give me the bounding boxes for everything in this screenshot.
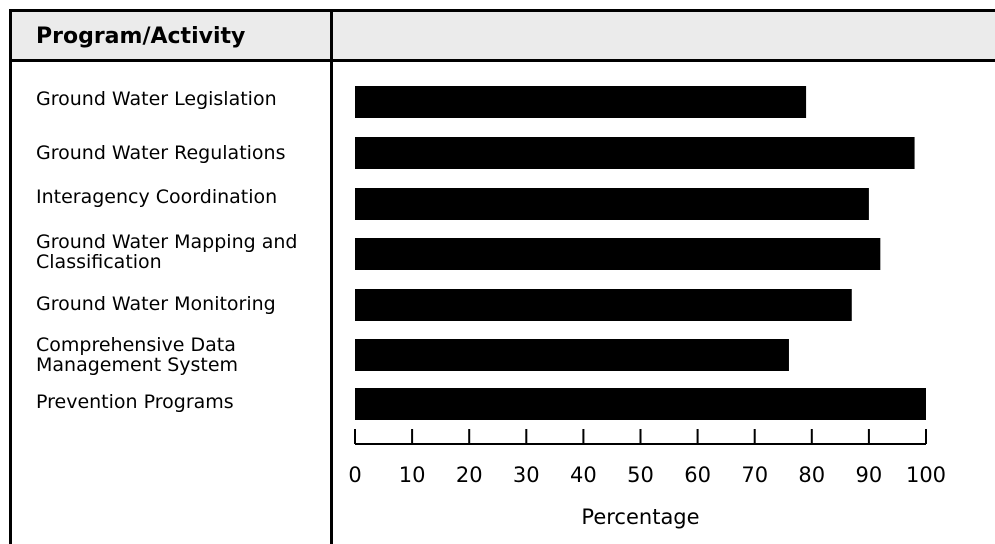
x-tick-label-30: 30 — [513, 463, 540, 487]
x-tick-label-40: 40 — [570, 463, 597, 487]
bar-1 — [355, 86, 807, 118]
category-label-3: Interagency Coordination — [36, 187, 326, 207]
category-label-line: Interagency Coordination — [36, 186, 278, 208]
x-tick-label-70: 70 — [741, 463, 768, 487]
x-tick-label-90: 90 — [856, 463, 883, 487]
column-header-program-activity: Program/Activity — [36, 24, 246, 49]
x-tick-label-60: 60 — [684, 463, 711, 487]
top-rule — [10, 9, 995, 12]
category-label-line: Ground Water Legislation — [36, 88, 277, 110]
category-label-line: Management System — [36, 354, 239, 376]
category-label-5: Ground Water Monitoring — [36, 294, 326, 314]
x-tick-label-0: 0 — [348, 463, 361, 487]
bar-7 — [355, 388, 926, 420]
category-label-line: Ground Water Monitoring — [36, 293, 276, 315]
left-rule — [9, 9, 12, 544]
category-label-line: Classification — [36, 251, 162, 273]
category-label-2: Ground Water Regulations — [36, 143, 326, 163]
category-label-line: Ground Water Mapping and — [36, 231, 298, 253]
category-label-line: Ground Water Regulations — [36, 142, 286, 164]
category-label-7: Prevention Programs — [36, 392, 326, 412]
x-tick-label-10: 10 — [399, 463, 426, 487]
column-divider — [330, 9, 333, 544]
x-axis-title: Percentage — [581, 505, 699, 529]
bar-4 — [355, 238, 881, 270]
x-tick-label-20: 20 — [456, 463, 483, 487]
category-label-6: Comprehensive Data Management System — [36, 335, 326, 375]
category-label-line: Comprehensive Data — [36, 334, 236, 356]
bar-3 — [355, 188, 869, 220]
category-label-1: Ground Water Legislation — [36, 89, 326, 109]
bar-5 — [355, 289, 852, 321]
table-header-row — [10, 12, 995, 60]
x-tick-label-50: 50 — [627, 463, 654, 487]
category-label-4: Ground Water Mapping and Classification — [36, 232, 326, 272]
x-tick-label-100: 100 — [906, 463, 946, 487]
x-tick-label-80: 80 — [798, 463, 825, 487]
bar-6 — [355, 339, 789, 371]
header-bottom-rule — [10, 59, 995, 62]
category-label-line: Prevention Programs — [36, 391, 234, 413]
bar-2 — [355, 137, 915, 169]
